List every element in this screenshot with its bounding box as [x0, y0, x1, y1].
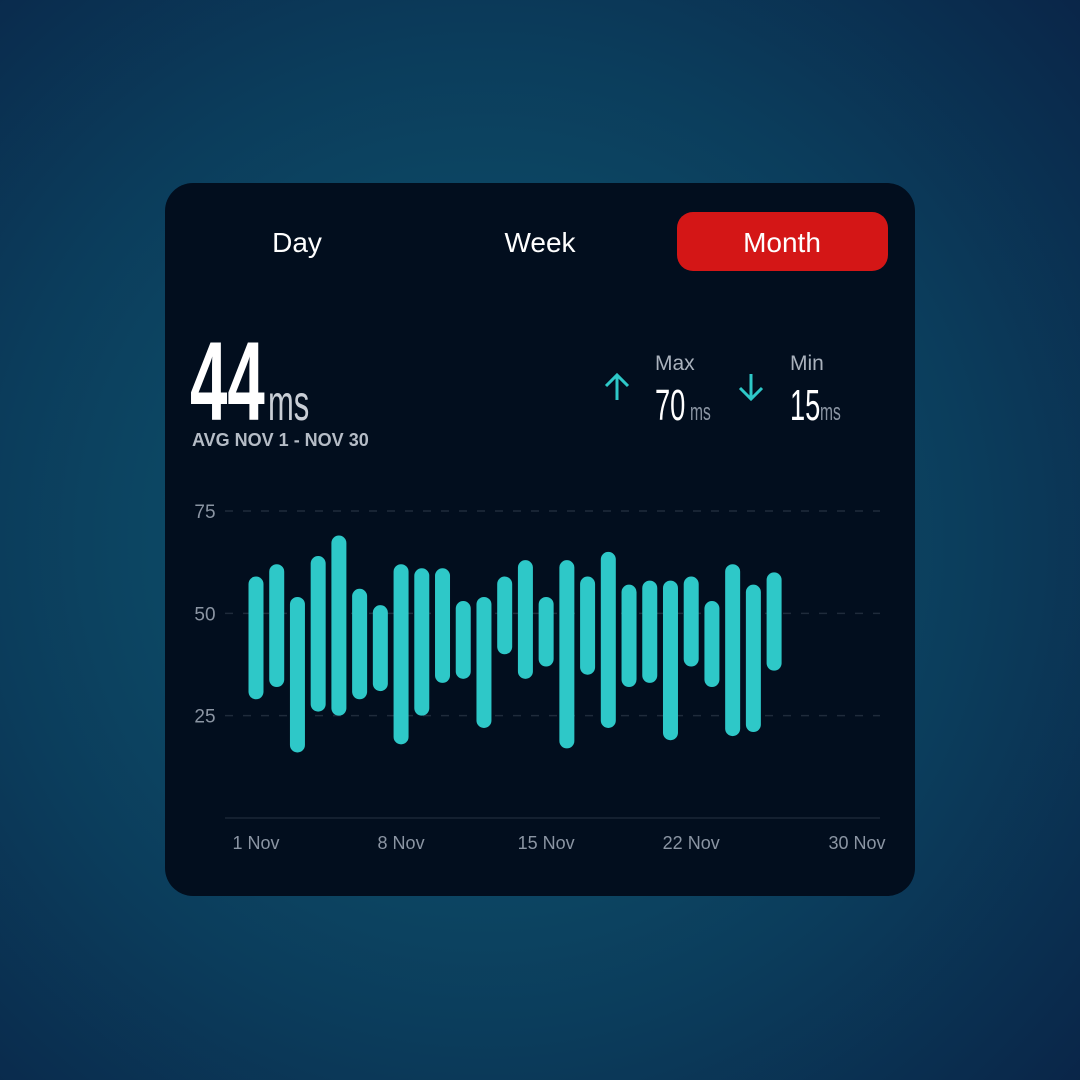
- tab[interactable]: Week: [504, 227, 576, 258]
- max-unit: ms: [690, 400, 711, 426]
- y-tick-label: 50: [194, 604, 215, 625]
- tab-bar: Day Week Month: [272, 212, 888, 271]
- chart: 25 50 75 1 Nov 8 Nov 15 Nov 22 Nov 30 Nov: [194, 502, 885, 853]
- tab[interactable]: Month: [743, 227, 821, 258]
- range-bar: [331, 535, 347, 716]
- down-arrow-icon: [738, 374, 764, 402]
- range-bar: [517, 560, 533, 679]
- x-tick-label: 22 Nov: [663, 833, 720, 853]
- y-tick-label: 25: [194, 707, 215, 728]
- range-bar: [745, 584, 761, 733]
- y-tick-label: 75: [194, 502, 215, 523]
- range-bar: [725, 564, 741, 737]
- range-bar: [310, 556, 326, 712]
- tab[interactable]: Day: [272, 227, 322, 258]
- x-tick-label: 8 Nov: [378, 833, 425, 853]
- min-value: 15: [790, 380, 820, 429]
- summary: 44 ms AVG NOV 1 - NOV 30 Max 70 ms Min 1…: [190, 318, 841, 450]
- range-bar: [248, 576, 264, 700]
- range-bar: [642, 580, 658, 683]
- min-unit: ms: [820, 400, 841, 426]
- tab-highlight: [677, 212, 888, 271]
- max-label: Max: [655, 352, 695, 375]
- avg-unit: ms: [268, 374, 309, 430]
- range-bar: [766, 572, 782, 671]
- x-tick-label: 30 Nov: [828, 833, 885, 853]
- range-bar: [289, 596, 305, 753]
- range-bar: [372, 605, 388, 692]
- range-bar: [414, 568, 430, 716]
- up-arrow-icon: [604, 372, 630, 400]
- range-bar: [435, 568, 451, 683]
- range-bar: [683, 576, 699, 667]
- range-bar: [538, 596, 554, 667]
- range-bar: [600, 551, 616, 728]
- card: [165, 183, 915, 896]
- range-bar: [497, 576, 513, 655]
- range-bar: [559, 560, 575, 749]
- range-bar: [269, 564, 285, 688]
- x-tick-label: 1 Nov: [232, 833, 279, 853]
- avg-value: 44: [190, 318, 265, 444]
- avg-caption: AVG NOV 1 - NOV 30: [192, 430, 369, 450]
- range-bar: [580, 576, 596, 675]
- range-bar: [352, 588, 368, 700]
- range-bar: [393, 564, 409, 745]
- x-tick-label: 15 Nov: [518, 833, 575, 853]
- range-bar: [662, 580, 678, 741]
- range-bar: [476, 596, 492, 728]
- range-bar: [621, 584, 637, 688]
- range-bar: [455, 601, 471, 679]
- min-label: Min: [790, 352, 824, 375]
- max-value: 70: [655, 380, 685, 429]
- range-bar: [704, 601, 720, 688]
